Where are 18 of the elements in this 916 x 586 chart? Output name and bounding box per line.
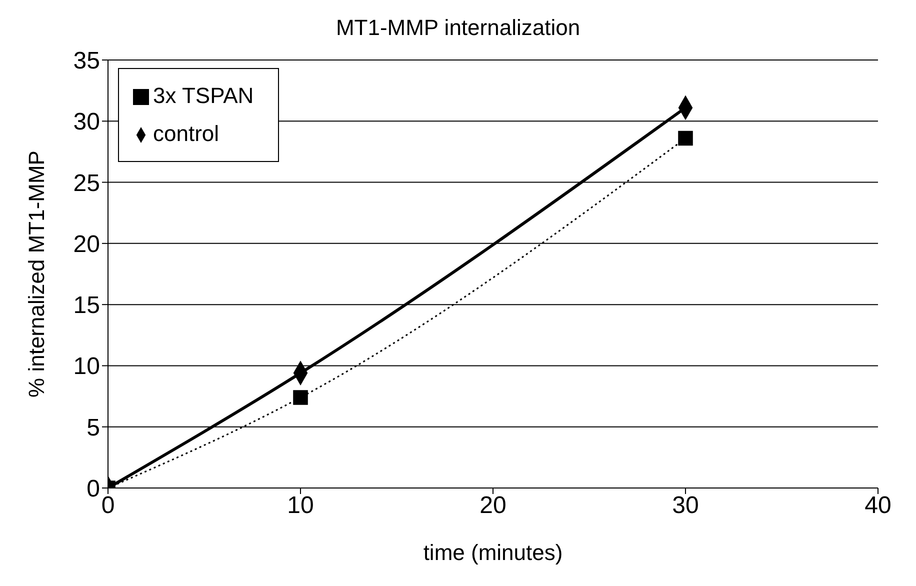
y-tick-label: 20 — [73, 230, 100, 258]
x-tick-label: 20 — [480, 492, 506, 520]
y-tick-label: 25 — [73, 170, 100, 197]
y-tick-label: 30 — [73, 108, 100, 136]
x-tick-label: 30 — [672, 492, 699, 520]
x-axis-title: time (minutes) — [423, 540, 563, 565]
chart-title: MT1-MMP internalization — [334, 14, 582, 42]
legend-label: 3x TSPAN — [153, 83, 254, 108]
point — [678, 130, 693, 146]
legend-label: control — [153, 121, 220, 146]
y-tick-label: 15 — [73, 292, 100, 320]
x-tick-label: 40 — [864, 492, 892, 520]
y-axis-title: % internalized MT1-MMP — [24, 150, 49, 398]
point — [293, 390, 308, 405]
x-tick-label: 10 — [287, 492, 314, 520]
y-tick-label: 10 — [73, 353, 100, 380]
y-tick-label: 5 — [86, 414, 100, 442]
y-tick-label: 35 — [73, 48, 100, 75]
